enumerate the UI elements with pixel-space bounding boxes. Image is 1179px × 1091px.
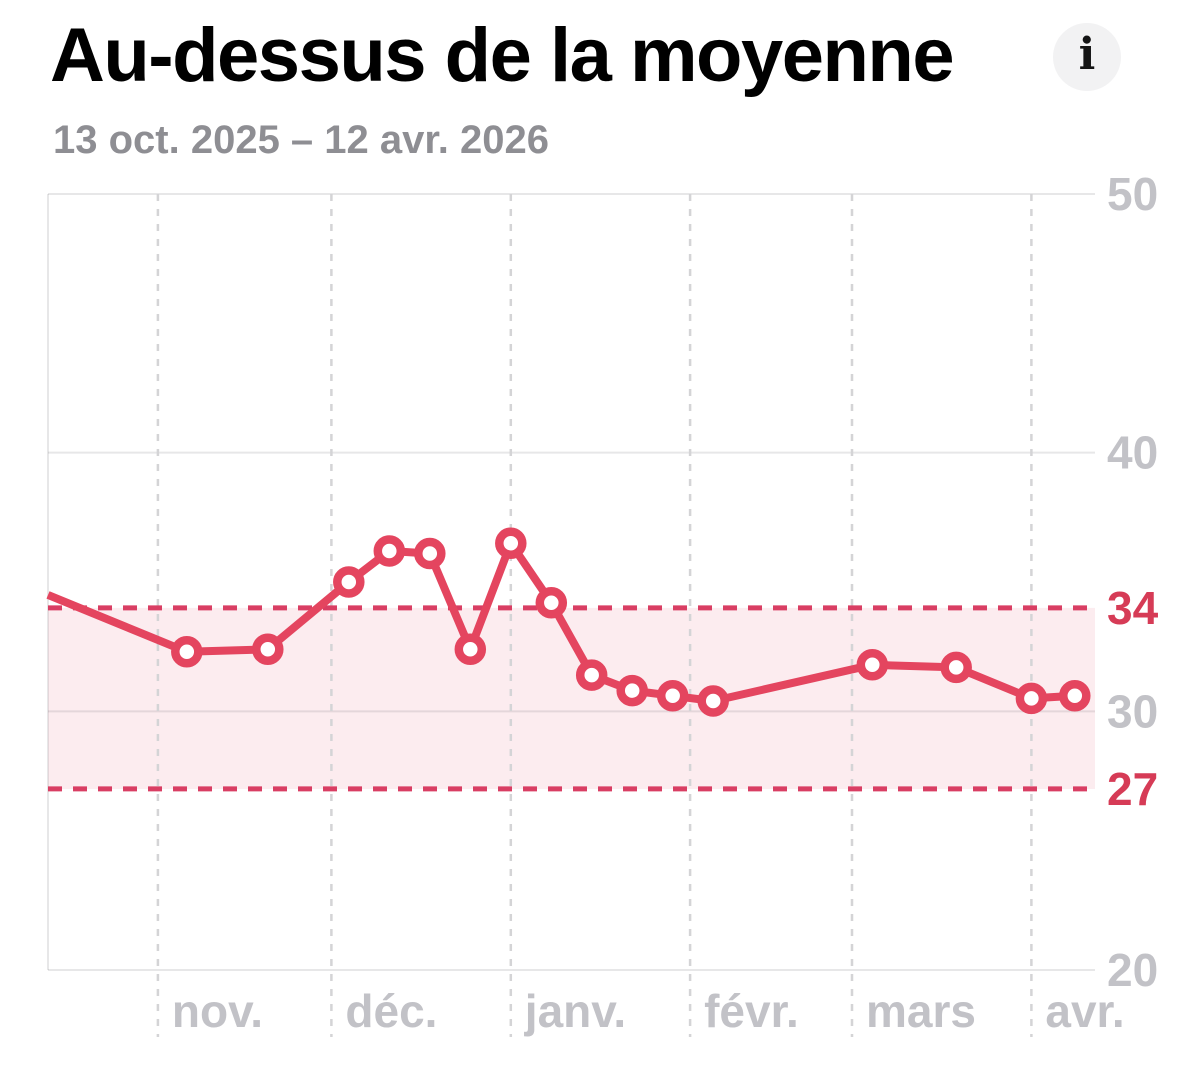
y-tick-label-20: 20 <box>1107 944 1158 996</box>
data-point[interactable] <box>1015 682 1048 715</box>
x-tick-label-janv.: janv. <box>524 985 626 1037</box>
y-tick-label-30: 30 <box>1107 685 1158 737</box>
data-point[interactable] <box>535 586 568 619</box>
page-title: Au-dessus de la moyenne <box>50 13 955 98</box>
y-tick-label-40: 40 <box>1107 427 1158 479</box>
x-tick-label-févr.: févr. <box>704 985 799 1037</box>
data-point[interactable] <box>454 633 487 666</box>
info-button[interactable]: i <box>1053 23 1121 91</box>
data-point[interactable] <box>373 535 406 567</box>
y-tick-label-34: 34 <box>1107 582 1159 634</box>
data-point[interactable] <box>333 566 365 598</box>
data-point[interactable] <box>1059 680 1091 712</box>
y-tick-label-50: 50 <box>1107 168 1158 220</box>
x-tick-label-déc.: déc. <box>345 985 437 1037</box>
info-icon: i <box>1078 29 1096 80</box>
data-point[interactable] <box>656 680 689 712</box>
data-point[interactable] <box>414 537 446 570</box>
x-tick-label-nov.: nov. <box>172 985 263 1037</box>
data-point[interactable] <box>252 633 284 666</box>
data-point[interactable] <box>171 636 203 668</box>
date-range: 13 oct. 2025 – 12 avr. 2026 <box>53 118 549 162</box>
x-tick-label-avr.: avr. <box>1045 985 1124 1037</box>
data-point[interactable] <box>495 527 527 559</box>
y-tick-label-27: 27 <box>1107 763 1158 815</box>
data-point[interactable] <box>940 651 972 684</box>
data-point[interactable] <box>856 649 889 681</box>
data-point[interactable] <box>575 659 608 691</box>
x-tick-label-mars: mars <box>866 985 976 1037</box>
data-point[interactable] <box>616 674 648 707</box>
data-point[interactable] <box>697 685 729 717</box>
